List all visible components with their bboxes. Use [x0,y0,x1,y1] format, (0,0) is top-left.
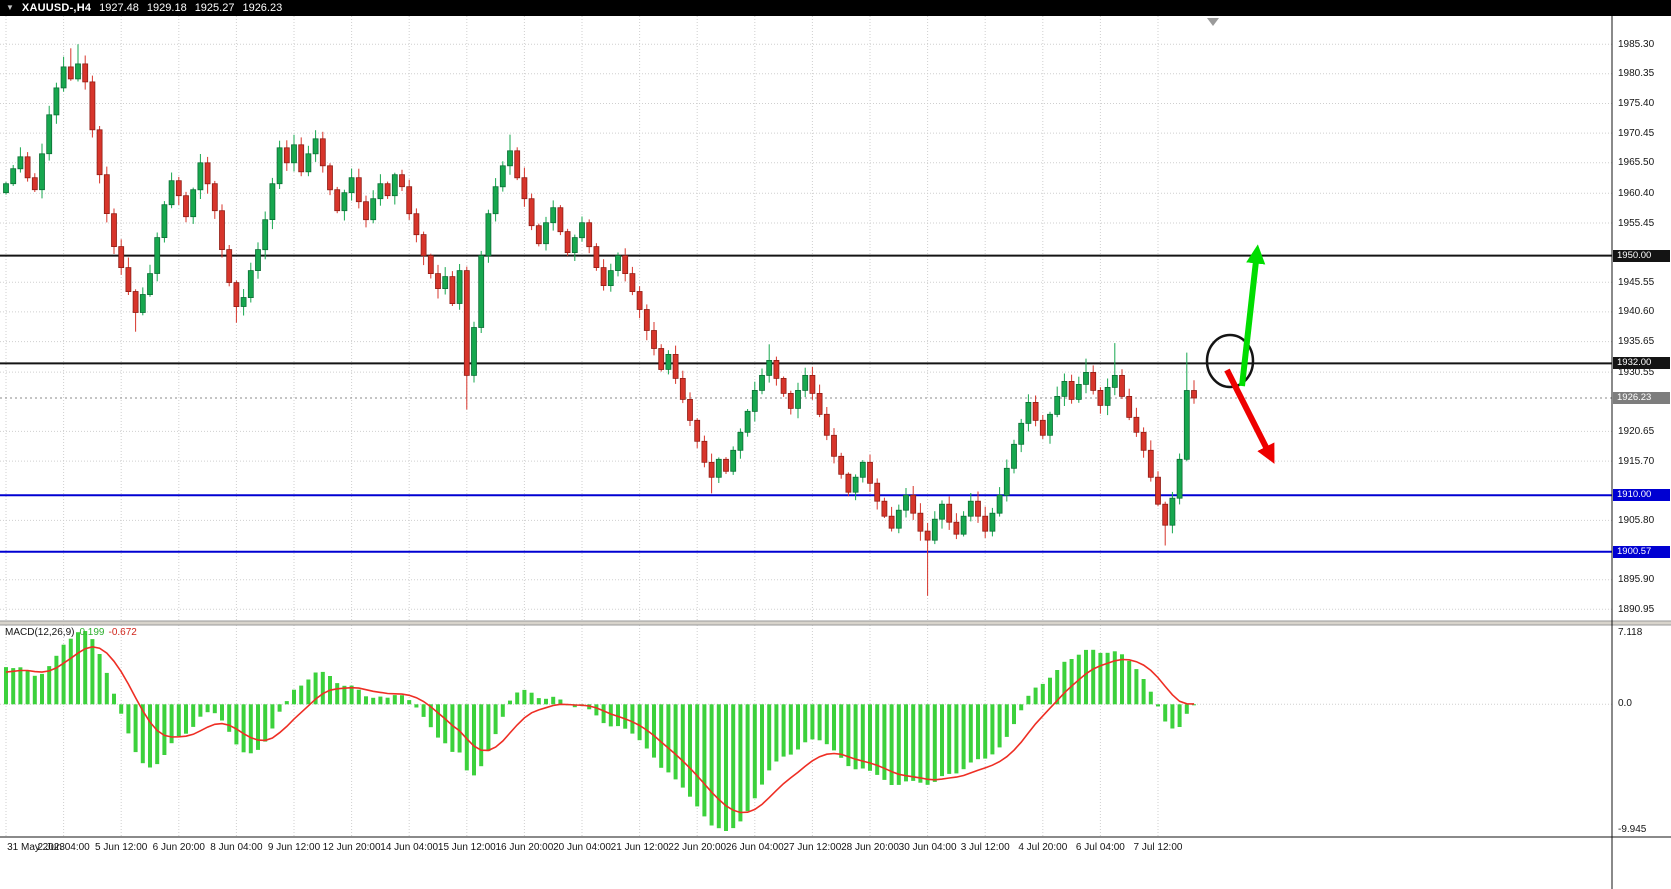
price-level-badge: 1900.57 [1613,545,1670,558]
bullish-scenario-arrow[interactable] [1239,244,1266,387]
time-axis-label: 22 Jun 20:00 [668,842,727,853]
time-axis-label: 20 Jun 04:00 [553,842,611,853]
price-axis-label: 1935.65 [1618,336,1655,348]
time-axis-label: 30 Jun 04:00 [898,842,957,853]
time-axis-label: 8 Jun 04:00 [210,842,263,853]
candlesticks [3,44,1197,596]
time-axis-label: 14 Jun 04:00 [380,842,439,853]
time-axis-label: 31 May 2023 [7,842,65,853]
price-axis-label: 1970.45 [1618,127,1655,139]
macd-signal-value: -0.672 [108,627,137,638]
time-axis-label: 15 Jun 12:00 [437,842,496,853]
time-axis-label: 26 Jun 04:00 [725,842,784,853]
price-axis-label: 1960.40 [1618,187,1655,199]
price-axis-label: 1975.40 [1618,98,1655,109]
price-level-badge: 1950.00 [1613,249,1670,262]
price-axis-label: 1980.35 [1618,68,1655,80]
price-axis-label: 1905.80 [1618,514,1655,526]
ohlc-close-value: 1926.23 [242,2,283,14]
macd-scale-zero: 0.0 [1618,698,1632,710]
symbol-period-label: XAUUSD-,H4 [21,2,92,14]
price-axis-label: 1890.95 [1618,603,1655,615]
entry-zone-circle[interactable] [1205,333,1255,389]
price-axis-label: 1965.50 [1618,157,1655,169]
symbol-dropdown-icon[interactable]: ▼ [6,3,14,12]
chart-shift-marker[interactable] [1207,18,1219,26]
support-resistance-lines[interactable] [0,254,1612,553]
time-axis-label: 6 Jun 20:00 [152,842,205,853]
time-axis-label: 16 Jun 20:00 [495,842,554,853]
current-price-badge: 1926.23 [1613,392,1670,404]
price-axis-label: 1985.30 [1618,38,1655,50]
ohlc-open-value: 1927.48 [99,2,139,14]
chart-title-bar: ▼ XAUUSD-,H4 1927.48 1929.18 1925.27 192… [0,0,1671,16]
panel-resize-handle[interactable] [0,620,1671,626]
price-axis-label: 1940.60 [1618,306,1655,318]
price-axis-label: 1895.90 [1618,574,1655,586]
macd-main-value: 0.199 [79,627,105,638]
macd-histogram [4,631,1196,831]
time-axis-label: 27 Jun 12:00 [783,842,842,853]
ohlc-high-value: 1929.18 [146,2,187,14]
time-axis-label: 5 Jun 12:00 [95,842,148,853]
time-axis-label: 9 Jun 12:00 [267,842,321,853]
time-axis-label: 6 Jul 04:00 [1075,842,1125,853]
time-axis-label: 28 Jun 20:00 [841,842,899,853]
price-axis-label: 1955.45 [1618,217,1655,229]
macd-scale-min: -9.945 [1618,824,1647,835]
price-level-badge: 1932.00 [1613,357,1670,370]
time-axis-label: 12 Jun 20:00 [322,842,381,853]
bearish-scenario-arrow[interactable] [1224,368,1275,464]
macd-name: MACD(12,26,9) [5,627,75,638]
time-axis-label: 3 Jul 12:00 [960,842,1010,853]
price-axis-label: 1915.70 [1618,455,1655,467]
macd-scale-max: 7.118 [1618,627,1643,638]
macd-signal-line [5,645,1195,814]
macd-indicator-label: MACD(12,26,9) 0.199 -0.672 [5,627,137,638]
price-level-badge: 1910.00 [1613,489,1670,502]
time-axis-label: 7 Jul 12:00 [1133,842,1183,853]
ohlc-low-value: 1925.27 [194,2,235,14]
time-axis-label: 21 Jun 12:00 [610,842,669,853]
time-axis-label: 4 Jul 20:00 [1018,842,1068,853]
price-axis-label: 1930.55 [1618,366,1655,378]
price-axis-label: 1945.55 [1618,276,1655,288]
time-axis-label: 2 Jun 04:00 [37,842,90,853]
price-axis-label: 1920.65 [1618,425,1655,437]
